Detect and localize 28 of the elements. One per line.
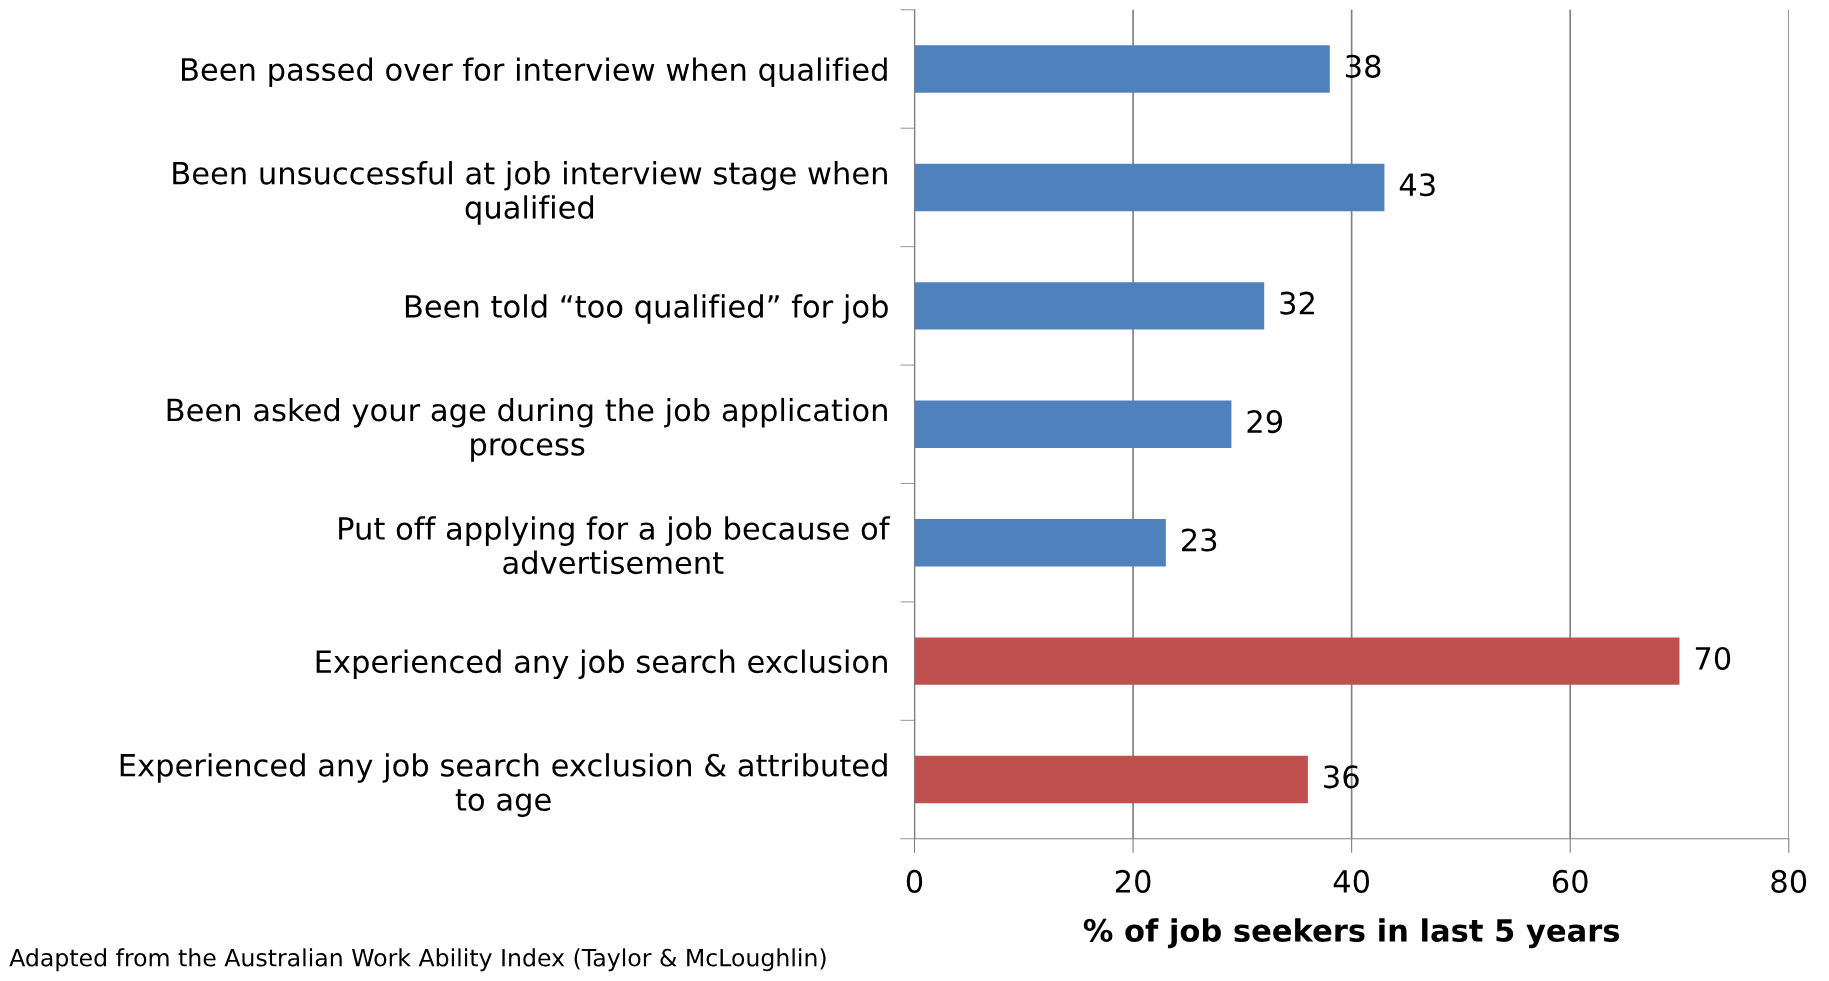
y-tick-label: Been told “too qualified” for job xyxy=(405,294,888,324)
data-label: 32 xyxy=(1280,291,1314,315)
data-label: 43 xyxy=(1399,173,1435,197)
bar xyxy=(914,637,1680,685)
y-tick-label: Put off applying for a job because of advertisement xyxy=(339,516,891,575)
data-label: 38 xyxy=(1345,54,1381,78)
bar xyxy=(914,400,1232,448)
x-axis-title: % of job seekers in last 5 years xyxy=(1083,918,1620,949)
y-tick-label: Experienced any job search exclusion xyxy=(316,649,887,680)
y-tick-label: Been passed over for interview when qualified xyxy=(182,57,887,87)
x-tick-label: 20 xyxy=(1115,869,1151,893)
x-tick-label: 0 xyxy=(906,869,923,893)
x-tick-label: 60 xyxy=(1552,869,1588,893)
data-label: 36 xyxy=(1324,765,1359,789)
data-label: 29 xyxy=(1247,410,1283,434)
bar xyxy=(914,45,1330,93)
y-tick-label: Been asked your age during the job application process xyxy=(167,397,887,462)
data-label: 23 xyxy=(1181,528,1217,552)
bar xyxy=(914,163,1385,212)
x-tick-label: 80 xyxy=(1771,869,1807,893)
data-label: 70 xyxy=(1695,646,1731,670)
x-tick-label: 40 xyxy=(1333,869,1370,893)
y-tick-label: Experienced any job search exclusion & attributed to age xyxy=(120,753,887,817)
bar xyxy=(914,519,1166,567)
y-tick-label: Been unsuccessful at job interview stage when qualified xyxy=(173,161,887,225)
text: Adapted from the Australian Work Ability Index (Taylor & McLoughlin) xyxy=(9,948,826,972)
bar xyxy=(914,755,1308,804)
bar xyxy=(914,282,1265,330)
